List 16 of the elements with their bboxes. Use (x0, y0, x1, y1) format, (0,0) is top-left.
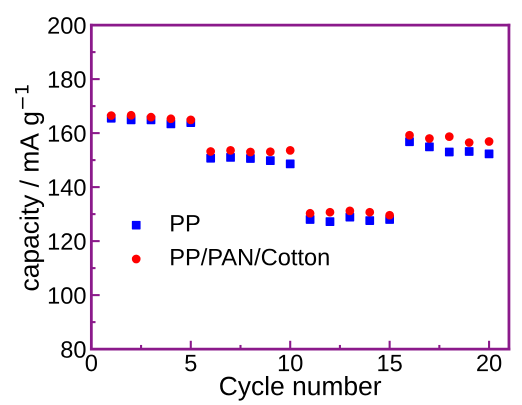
legend-label: PP (171, 215, 200, 232)
y-tick-label: 120 (48, 233, 86, 250)
y-axis-title: capacity / mA g$^{−1}$ (15, 85, 44, 290)
y-tick-label: 100 (48, 287, 86, 304)
y-tick-label: 180 (48, 71, 86, 88)
y-tick-label: 80 (61, 341, 86, 358)
x-tick-label: 10 (278, 354, 302, 372)
x-tick-label: 5 (185, 354, 196, 372)
x-tick-label: 20 (477, 354, 502, 372)
x-tick-label: 0 (86, 354, 97, 372)
x-tick-label: 15 (378, 354, 402, 372)
y-tick-label: 140 (48, 179, 86, 196)
y-tick-label: 160 (48, 125, 86, 142)
y-tick-label: 200 (48, 17, 86, 34)
legend-label: PP/PAN/Cotton (171, 248, 329, 266)
x-axis-title: Cycle number (220, 376, 382, 401)
